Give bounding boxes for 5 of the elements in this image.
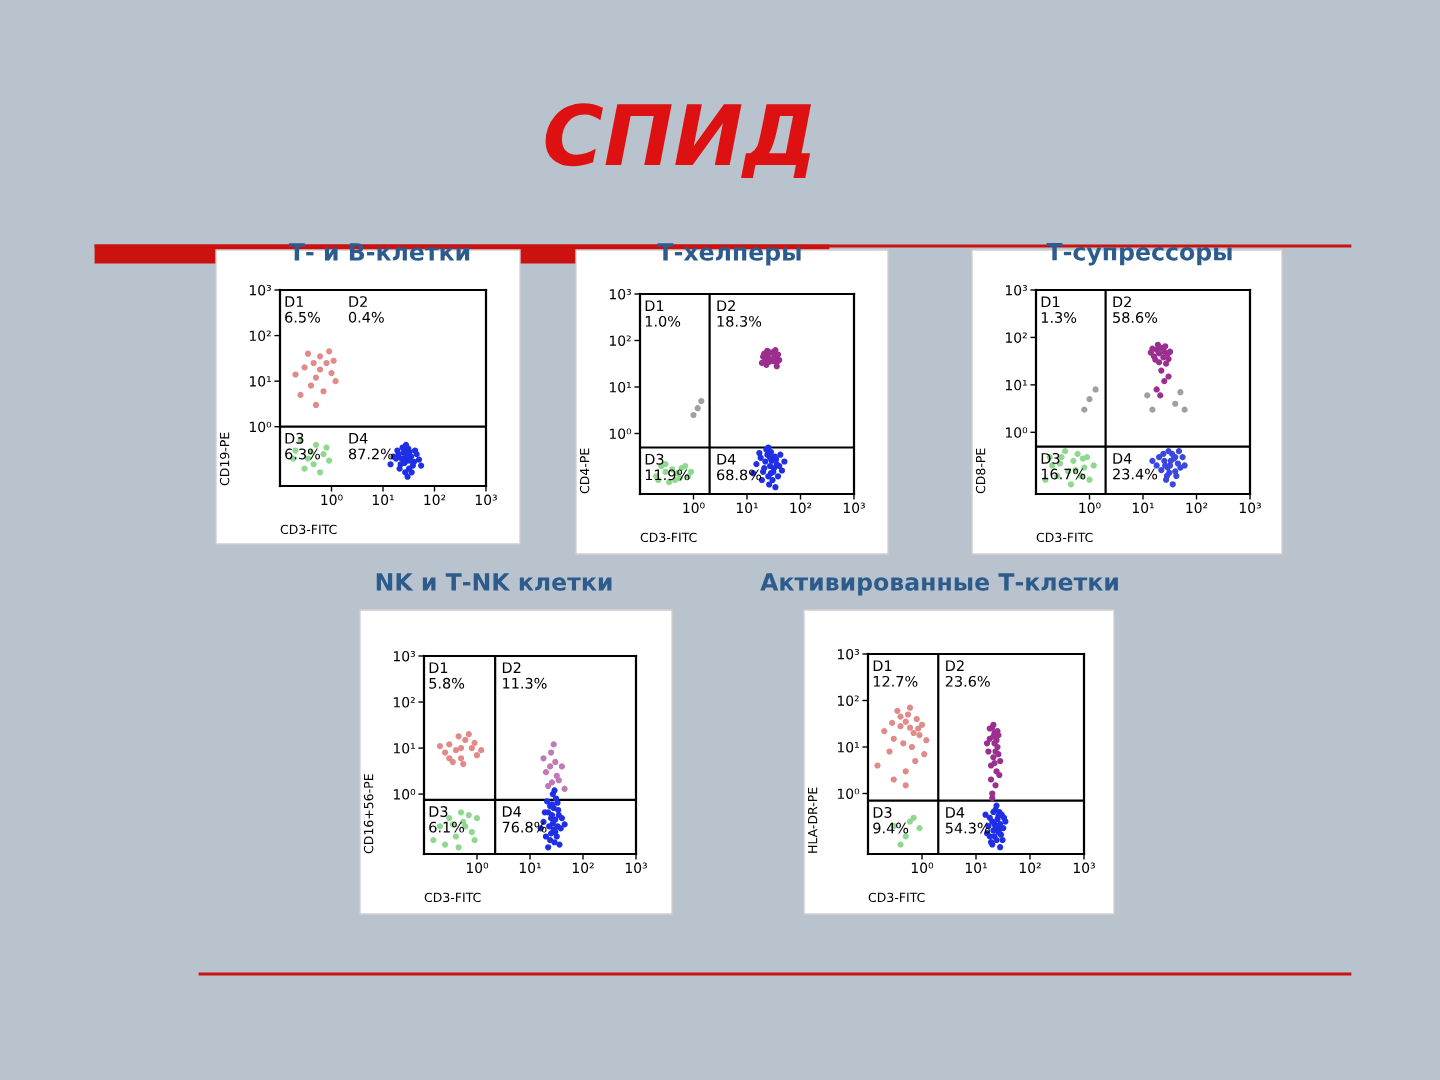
chart-title: NK и Т-NK клетки bbox=[376, 573, 612, 591]
chart-title: Т-супрессоры bbox=[1046, 243, 1232, 266]
chart-title: Т-хелперы bbox=[657, 243, 801, 266]
text: СПИД bbox=[545, 103, 811, 179]
chart-title: Активированные Т-клетки bbox=[760, 573, 1118, 596]
